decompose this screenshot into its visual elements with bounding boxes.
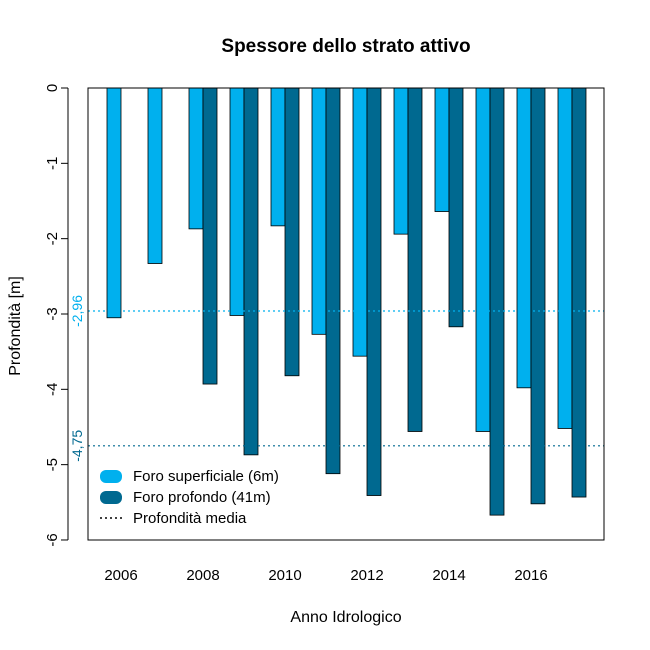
mean-label-surface: -2,96 — [69, 295, 85, 327]
x-tick-label: 2012 — [350, 567, 383, 584]
bar-deep-2017 — [571, 87, 587, 498]
bar-surface-2009 — [229, 87, 245, 316]
y-tick-label: -4 — [44, 383, 61, 396]
y-tick-label: -3 — [44, 307, 61, 320]
x-tick-label: 2014 — [432, 567, 465, 584]
bar-surface-2013 — [393, 87, 409, 235]
bar-deep-2009 — [243, 87, 259, 456]
chart-title: Spessore dello strato attivo — [221, 36, 470, 57]
bar-deep-2010 — [284, 87, 300, 377]
y-tick-label: 0 — [44, 84, 61, 92]
bar-surface-2008 — [188, 87, 204, 230]
x-tick-label: 2008 — [186, 567, 219, 584]
legend-label: Foro superficiale (6m) — [133, 468, 279, 485]
bar-surface-2012 — [352, 87, 368, 357]
legend-swatch — [100, 470, 122, 483]
bar-surface-2011 — [311, 87, 327, 335]
bar-deep-2015 — [489, 87, 505, 516]
bar-surface-2015 — [475, 87, 491, 432]
bar-deep-2016 — [530, 87, 546, 505]
y-tick-label: -2 — [44, 232, 61, 245]
x-axis-label: Anno Idrologico — [290, 609, 401, 626]
bar-deep-2012 — [366, 87, 382, 496]
y-axis-label: Profondità [m] — [7, 276, 24, 376]
y-tick-label: -6 — [44, 533, 61, 546]
bar-deep-2014 — [448, 87, 464, 328]
mean-label-deep: -4,75 — [69, 430, 85, 462]
plot-area: 0 -1 -2 -3 -4 -5 -6 2006 2008 2010 2012 2014 2016 -2,… — [44, 84, 604, 584]
y-tick-label: -1 — [44, 157, 61, 170]
bar-deep-2011 — [325, 87, 341, 475]
x-tick-label: 2006 — [104, 567, 137, 584]
x-tick-label: 2016 — [514, 567, 547, 584]
plot-frame — [87, 87, 605, 541]
legend: Foro superficiale (6m) Foro profondo (41m… — [100, 468, 279, 527]
bar-surface-2016 — [516, 87, 532, 389]
bar-surface-2006 — [106, 87, 122, 319]
legend-label: Foro profondo (41m) — [133, 489, 271, 506]
bar-surface-2010 — [270, 87, 286, 227]
bar-deep-2008 — [202, 87, 218, 385]
y-tick-label: -5 — [44, 458, 61, 471]
bar-surface-2007 — [147, 87, 163, 264]
bar-surface-2014 — [434, 87, 450, 212]
legend-swatch — [100, 491, 122, 504]
legend-label: Profondità media — [133, 510, 247, 527]
bar-deep-2013 — [407, 87, 423, 432]
bar-surface-2017 — [557, 87, 573, 429]
x-tick-label: 2010 — [268, 567, 301, 584]
